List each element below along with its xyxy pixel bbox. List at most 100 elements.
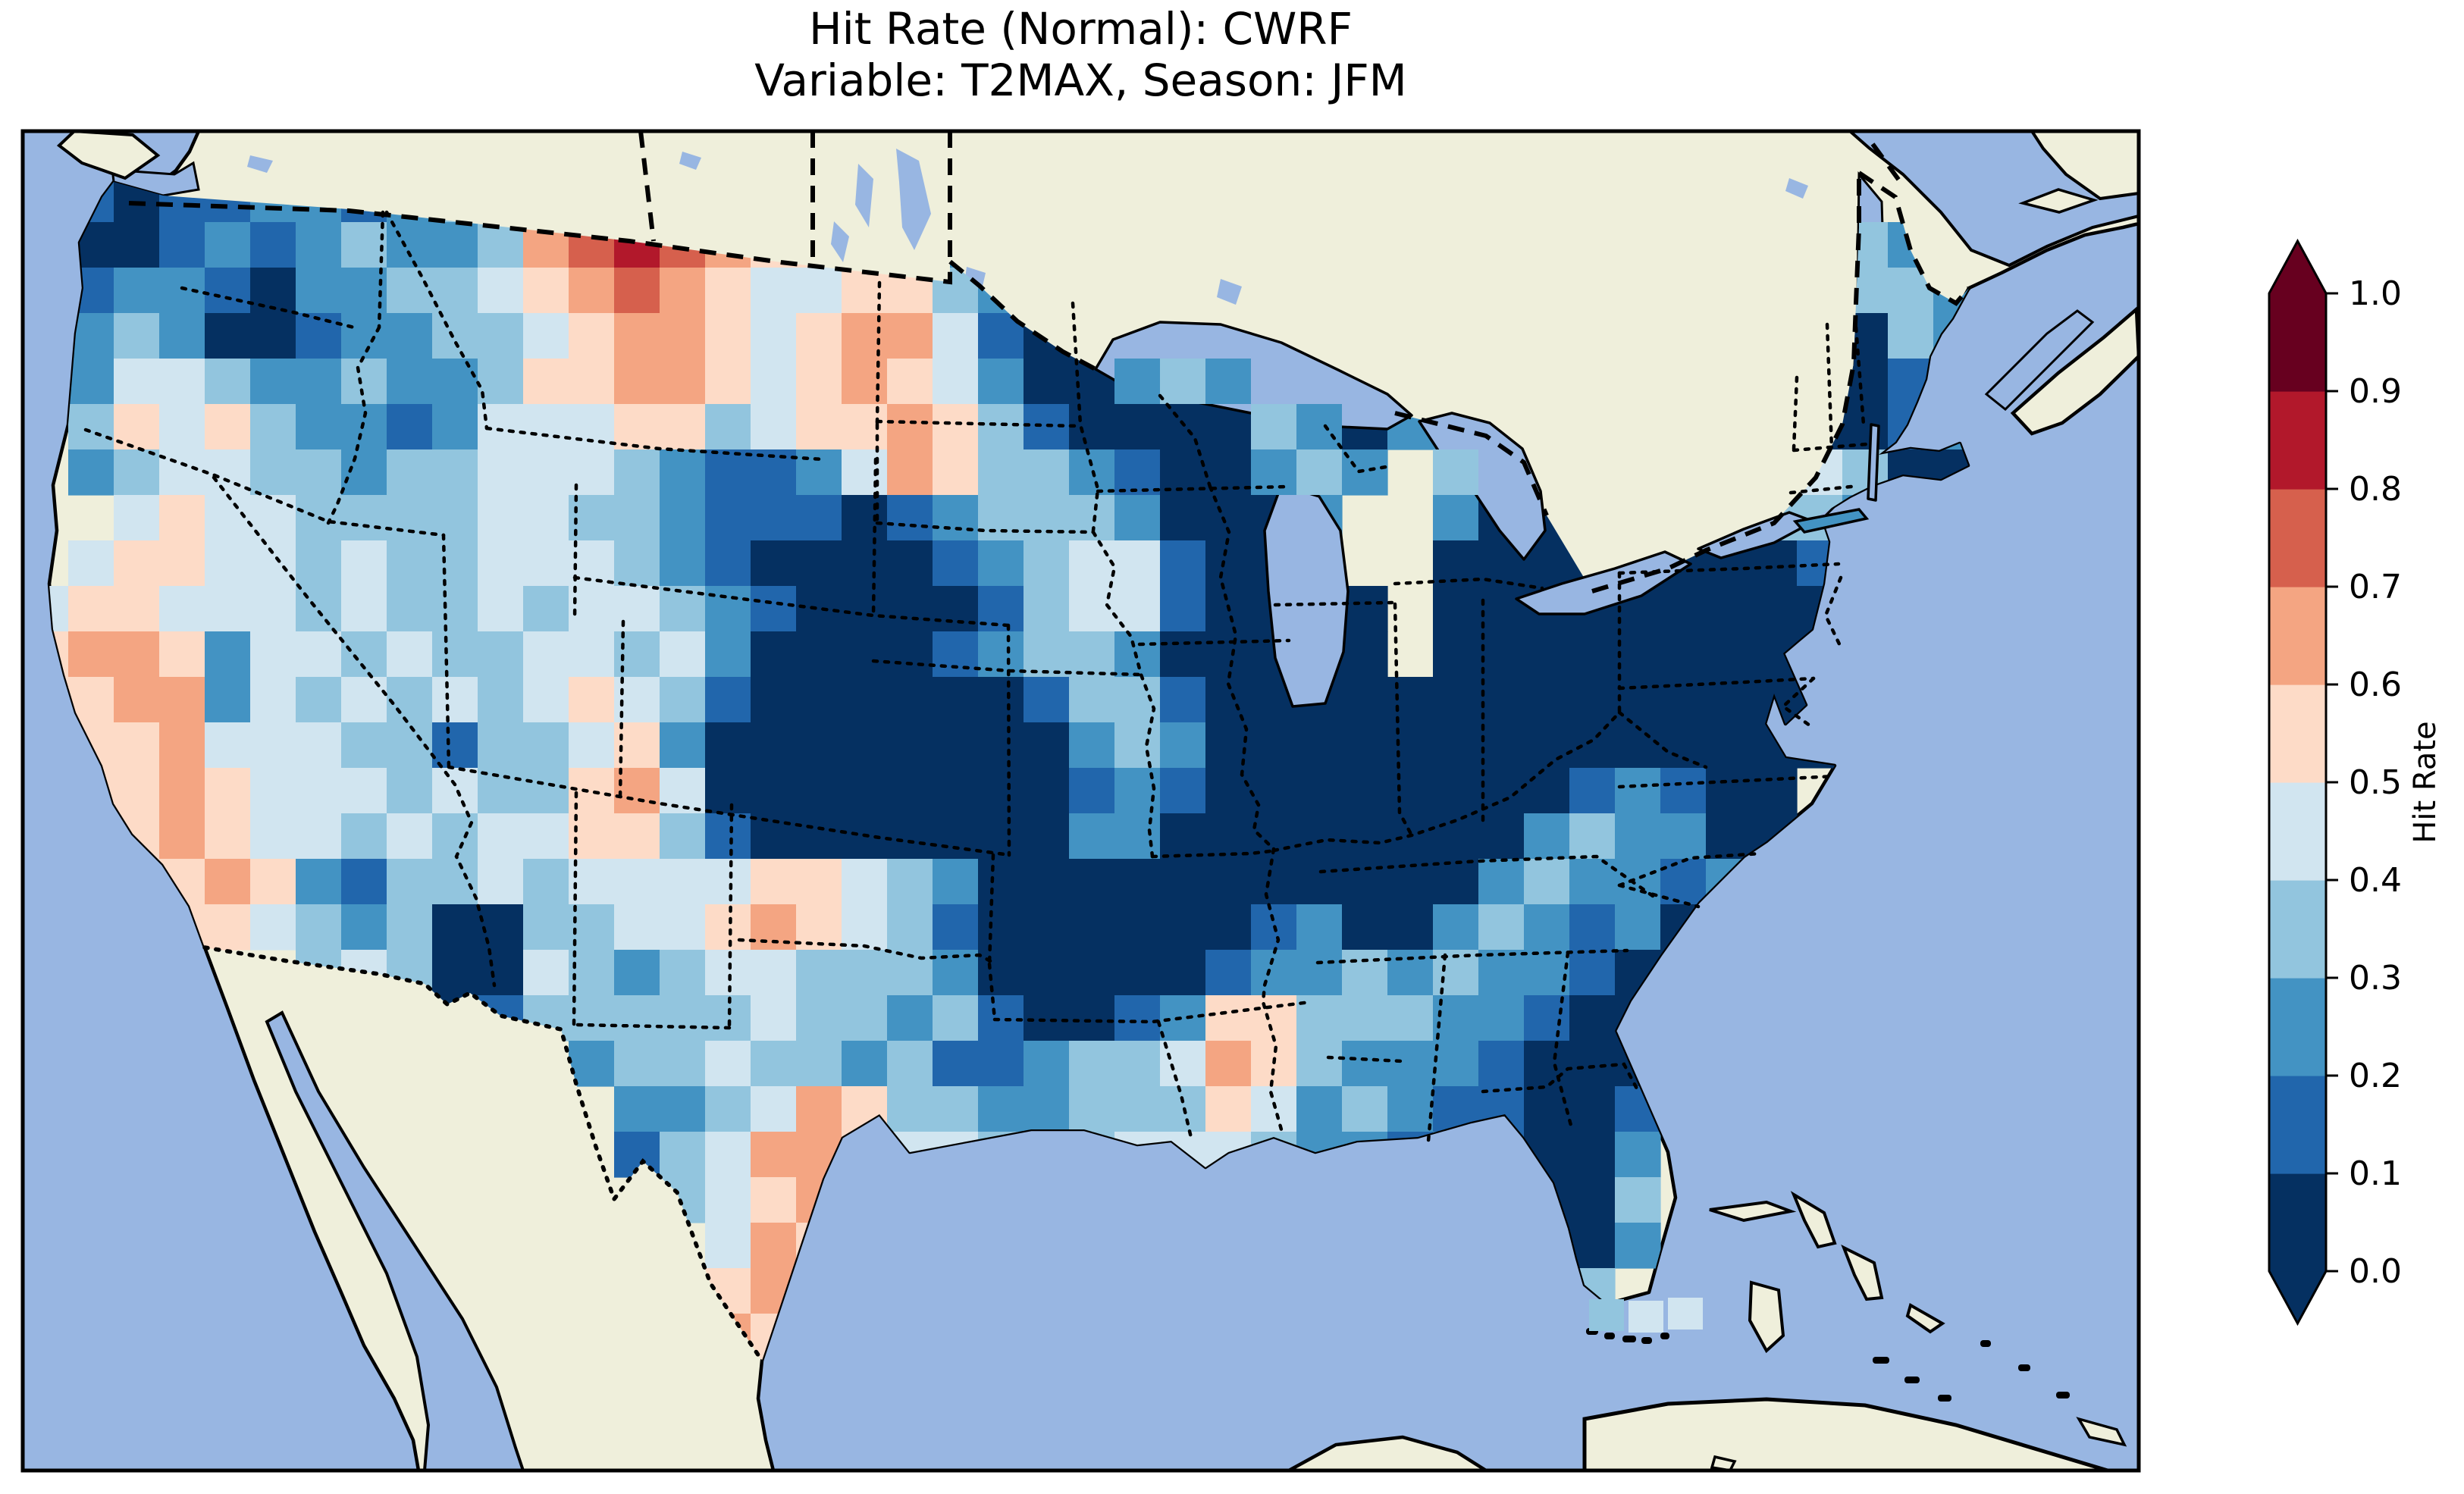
heat-cell <box>887 359 933 405</box>
heat-cell <box>569 404 615 450</box>
heat-cell <box>978 677 1024 723</box>
heat-cell <box>660 677 706 723</box>
heat-cell <box>114 268 160 314</box>
heat-cell <box>1024 495 1070 541</box>
heat-cell <box>387 813 433 860</box>
heat-cell <box>842 449 888 496</box>
heat-cell <box>1024 950 1070 996</box>
heat-cell <box>1251 1086 1297 1132</box>
us-hit-rate-map <box>0 0 2464 1494</box>
keys-islet <box>1660 1333 1669 1339</box>
heat-cell <box>614 540 660 587</box>
heat-cell <box>341 859 387 905</box>
heat-cell <box>250 677 296 723</box>
heat-cell <box>842 540 888 587</box>
heat-cell <box>1888 313 1934 359</box>
heat-cell <box>1296 722 1343 769</box>
heat-cell <box>933 813 979 860</box>
heat-cell <box>205 677 251 723</box>
colorbar-extend-under <box>2269 1271 2326 1323</box>
heat-cell <box>978 768 1024 814</box>
heat-cell <box>205 449 251 496</box>
colorbar-segment <box>2269 978 2326 1076</box>
heat-cell <box>523 540 569 587</box>
heat-cell <box>796 995 842 1041</box>
heat-cell <box>1615 768 1661 814</box>
heat-cell <box>1660 586 1707 632</box>
heat-cell <box>751 313 797 359</box>
colorbar-segment <box>2269 1173 2326 1272</box>
colorbar-tick-label: 0.9 <box>2349 372 2402 411</box>
heat-cell <box>978 1086 1024 1132</box>
heat-cell <box>705 631 751 678</box>
heat-cell <box>796 449 842 496</box>
heat-cell <box>523 677 569 723</box>
heat-cell <box>432 677 478 723</box>
heat-cell <box>1615 1177 1661 1223</box>
heat-cell <box>1024 586 1070 632</box>
heat-cell <box>159 495 205 541</box>
colorbar-tick-labels: 1.00.90.80.70.60.50.40.30.20.10.0 <box>2349 274 2402 1291</box>
heat-cell <box>1615 859 1661 905</box>
heat-cell <box>1160 768 1206 814</box>
heat-cell <box>933 768 979 814</box>
heat-cell <box>523 722 569 769</box>
heat-cell <box>1478 813 1525 860</box>
heat-cell <box>842 313 888 359</box>
heat-cell <box>1114 950 1161 996</box>
state-border <box>1008 625 1009 855</box>
heat-cell <box>1478 722 1525 769</box>
heat-cell <box>114 586 160 632</box>
heat-cell <box>1069 677 1115 723</box>
heat-cell <box>796 313 842 359</box>
heat-cell <box>159 631 205 678</box>
heat-cell <box>1569 995 1616 1041</box>
heat-cell <box>523 586 569 632</box>
heat-cell <box>1660 722 1707 769</box>
heat-cell <box>1069 631 1115 678</box>
heat-cell <box>569 631 615 678</box>
heat-cell <box>523 359 569 405</box>
heat-cell <box>1342 859 1388 905</box>
heat-cell <box>933 313 979 359</box>
heat-cell <box>1524 1086 1570 1132</box>
colorbar-extend-over <box>2269 241 2326 293</box>
heat-cell <box>159 222 205 268</box>
heat-cell <box>478 540 524 587</box>
heat-cell <box>478 313 524 359</box>
heat-cell <box>1069 995 1115 1041</box>
heat-cell <box>296 677 342 723</box>
heat-cell <box>887 586 933 632</box>
heat-cell <box>1205 540 1252 587</box>
heat-cell <box>1069 1086 1115 1132</box>
keys-islet <box>1641 1337 1652 1344</box>
colorbar-segment <box>2269 684 2326 783</box>
heat-cell <box>432 768 478 814</box>
florida-keys-heatmap-cells <box>1589 1298 1703 1333</box>
heat-cell <box>432 404 478 450</box>
heat-cell <box>341 449 387 496</box>
state-border <box>574 793 576 1025</box>
heat-cell <box>205 722 251 769</box>
heat-cell <box>887 722 933 769</box>
heat-cell <box>660 859 706 905</box>
heat-cell <box>114 359 160 405</box>
heat-cell <box>432 540 478 587</box>
heat-cell <box>660 1132 706 1178</box>
heat-cell <box>614 859 660 905</box>
heat-cell <box>523 904 569 951</box>
heat-cell <box>705 768 751 814</box>
heat-cell <box>705 1223 751 1269</box>
lake-overlap-cell <box>1114 359 1160 404</box>
colorbar-ticks <box>2326 293 2338 1271</box>
colorbar-tick-label: 0.4 <box>2349 861 2402 900</box>
heat-cell <box>1024 813 1070 860</box>
heat-cell <box>1433 768 1479 814</box>
heat-cell <box>159 677 205 723</box>
heat-cell <box>296 768 342 814</box>
heat-cell <box>341 404 387 450</box>
heat-cell <box>296 904 342 951</box>
heat-cell <box>250 904 296 951</box>
heat-cell <box>250 631 296 678</box>
heat-cell <box>842 495 888 541</box>
